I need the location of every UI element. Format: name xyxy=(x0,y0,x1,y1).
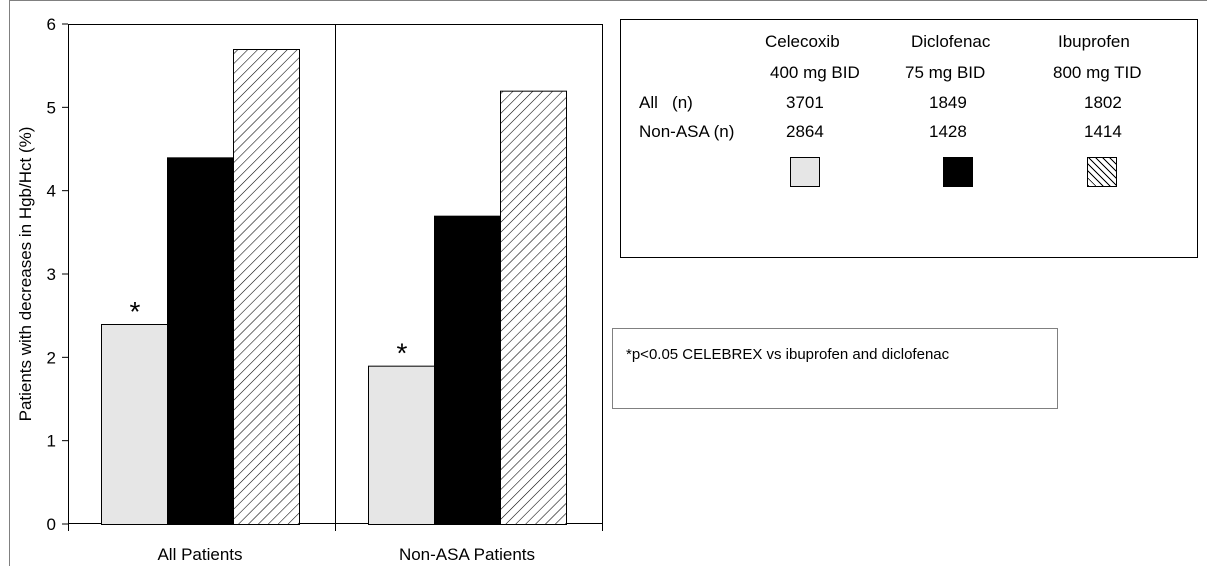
significance-note: *p<0.05 CELEBREX vs ibuprofen and diclof… xyxy=(626,346,950,363)
legend-drug-ibuprofen: Ibuprofen xyxy=(1058,32,1130,51)
y-axis-label: Patients with decreases in Hgb/Hct (%) xyxy=(16,127,35,422)
legend-dose-celecoxib: 400 mg BID xyxy=(770,63,860,82)
legend-count-nonasa-celecoxib: 2864 xyxy=(786,122,824,141)
significance-note-box: *p<0.05 CELEBREX vs ibuprofen and diclof… xyxy=(612,328,1058,409)
y-tick-label-5: 5 xyxy=(47,98,56,117)
y-tick-label-6: 6 xyxy=(47,15,56,34)
bar-0-0 xyxy=(101,324,168,525)
bar-1-2 xyxy=(500,90,567,526)
legend-swatch-celecoxib xyxy=(790,157,820,187)
legend-count-all-ibuprofen: 1802 xyxy=(1084,93,1122,112)
bar-0-1 xyxy=(167,157,234,525)
legend-row-label-all: All (n) xyxy=(639,93,693,112)
bar-0-2 xyxy=(233,49,300,525)
x-category-label-0: All Patients xyxy=(157,545,242,564)
y-tick-label-2: 2 xyxy=(47,348,56,367)
significance-asterisk-0: * xyxy=(130,296,141,327)
legend-row-label-nonasa: Non-ASA (n) xyxy=(639,122,735,141)
legend-swatch-diclofenac xyxy=(943,157,973,187)
legend-drug-diclofenac: Diclofenac xyxy=(911,32,991,51)
legend-count-all-diclofenac: 1849 xyxy=(929,93,967,112)
y-tick-label-4: 4 xyxy=(47,182,56,201)
legend-swatch-ibuprofen xyxy=(1087,157,1117,187)
legend-box: Celecoxib Diclofenac Ibuprofen 400 mg BI… xyxy=(620,19,1198,258)
bar-1-0 xyxy=(368,365,435,525)
y-tick-label-1: 1 xyxy=(47,432,56,451)
legend-drug-celecoxib: Celecoxib xyxy=(765,32,840,51)
y-tick-label-0: 0 xyxy=(47,515,56,534)
y-tick-label-3: 3 xyxy=(47,265,56,284)
bar-1-1 xyxy=(434,215,501,526)
legend-dose-diclofenac: 75 mg BID xyxy=(905,63,986,82)
legend-count-nonasa-diclofenac: 1428 xyxy=(929,122,967,141)
x-category-label-1: Non-ASA Patients xyxy=(399,545,535,564)
legend-count-nonasa-ibuprofen: 1414 xyxy=(1084,122,1122,141)
legend-count-all-celecoxib: 3701 xyxy=(786,93,824,112)
legend-dose-ibuprofen: 800 mg TID xyxy=(1053,63,1142,82)
significance-asterisk-1: * xyxy=(397,338,408,369)
